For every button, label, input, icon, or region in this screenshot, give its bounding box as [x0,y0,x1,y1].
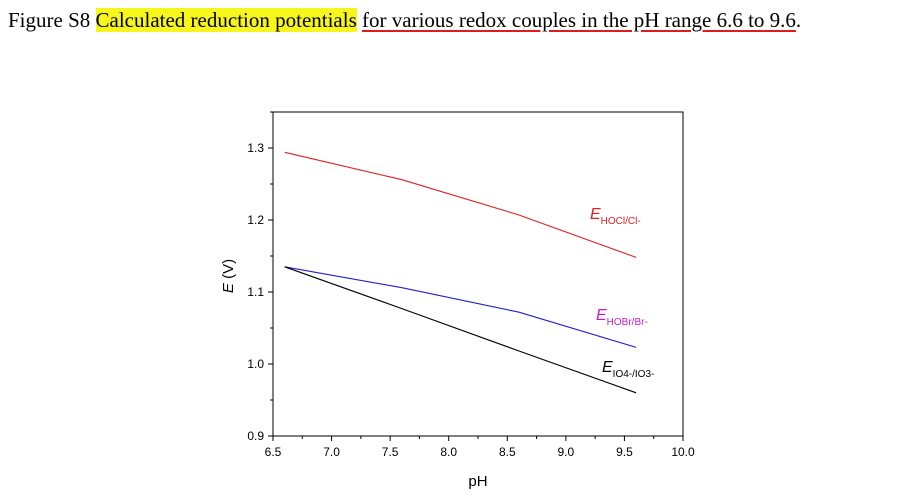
y-axis-ticks: 0.9 1.0 1.1 1.2 1.3 [247,111,273,443]
x-tick-label: 7.0 [323,445,340,459]
x-axis-ticks: 6.5 7.0 7.5 8.0 8.5 9.0 9.5 10.0 [265,436,695,459]
y-tick-label: 1.1 [247,285,264,299]
x-tick-label: 7.5 [382,445,399,459]
x-tick-label: 10.0 [671,445,695,459]
series-line-hocl [284,151,637,258]
series-label-hobr: EHOBr/Br- [596,307,648,328]
y-axis-label: E (V) [220,259,237,293]
caption-prefix: Figure S8 [8,8,96,32]
y-tick-label: 1.0 [247,357,264,371]
caption-underlined: for various redox couples in the pH rang… [362,8,796,32]
series-line-hobr [284,266,637,348]
x-tick-label: 9.0 [558,445,575,459]
series-lines [284,151,637,394]
series-labels: EHOCl/Cl- EHOBr/Br- EIO4-/IO3- [590,206,654,380]
series-label-hocl: EHOCl/Cl- [590,206,641,227]
y-tick-label: 1.2 [247,213,264,227]
caption-highlight: Calculated reduction potentials [95,8,357,32]
x-tick-label: 6.5 [265,445,282,459]
series-label-io4: EIO4-/IO3- [602,359,654,380]
series-line-io4 [284,266,637,394]
x-tick-label: 9.5 [616,445,633,459]
x-tick-label: 8.5 [499,445,516,459]
y-tick-label: 0.9 [247,429,264,443]
figure-caption: Figure S8 Calculated reduction potential… [8,8,801,33]
y-tick-label: 1.3 [247,141,264,155]
x-axis-label: pH [468,473,487,490]
x-tick-label: 8.0 [440,445,457,459]
caption-suffix: . [795,8,802,32]
